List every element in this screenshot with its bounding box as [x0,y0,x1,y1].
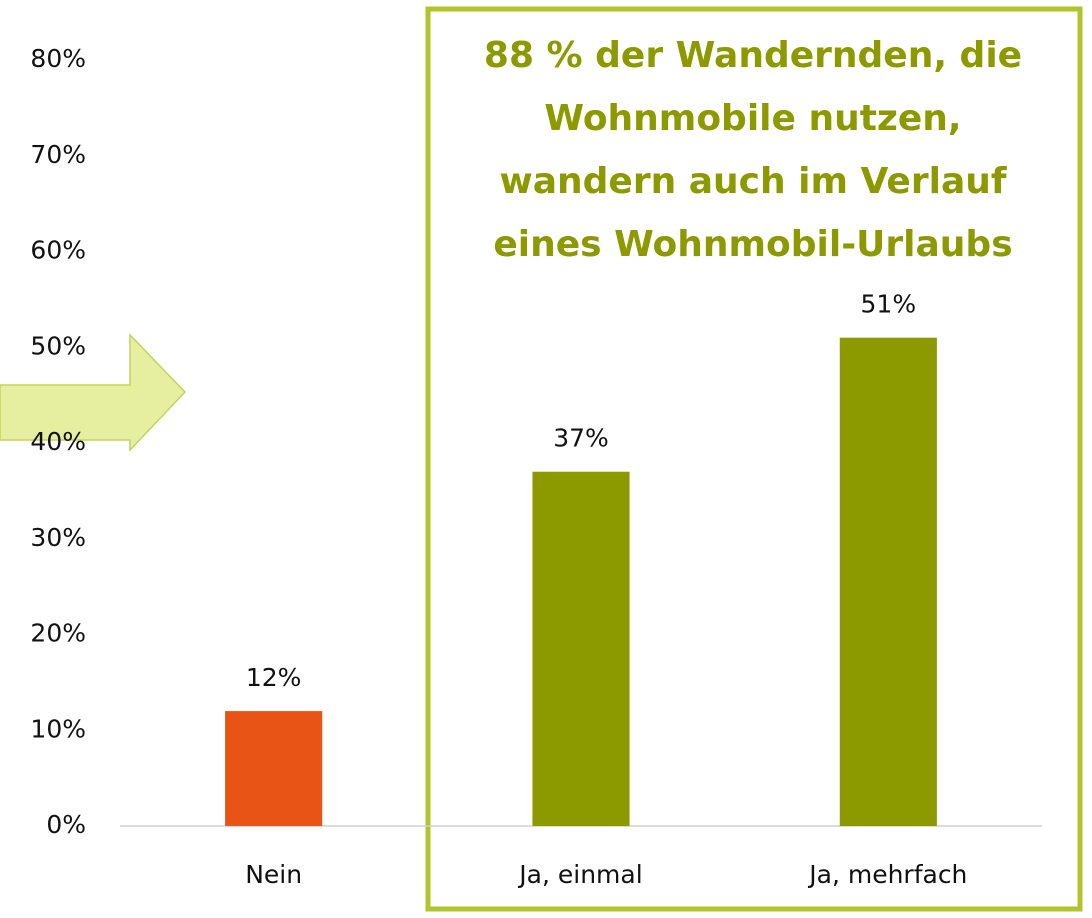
annotation: eines Wohnmobil-Urlaubs [493,224,1012,265]
y-tick-label: 10% [30,714,86,743]
annotation: wandern auch im Verlauf [499,161,1006,202]
y-tick-label: 50% [30,331,86,360]
annotation: 88 % der Wandernden, die [484,35,1022,76]
y-tick-label: 40% [30,427,86,456]
bar [839,337,937,826]
y-tick-label: 60% [30,236,86,265]
value-label: 51% [861,290,917,319]
arrow [0,333,187,452]
value-label: 12% [246,663,302,692]
y-tick-label: 20% [30,619,86,648]
x-tick-label: Nein [245,860,302,889]
y-tick-label: 30% [30,523,86,552]
x-tick-label: Ja, mehrfach [807,860,967,889]
value-label: 37% [553,424,609,453]
x-tick-label: Ja, einmal [517,860,642,889]
bar [225,711,323,826]
annotation-box [425,6,1083,912]
bar [532,471,630,826]
y-tick-label: 80% [30,44,86,73]
annotation: Wohnmobile nutzen, [544,98,961,139]
y-tick-label: 0% [46,810,86,839]
y-tick-label: 70% [30,140,86,169]
